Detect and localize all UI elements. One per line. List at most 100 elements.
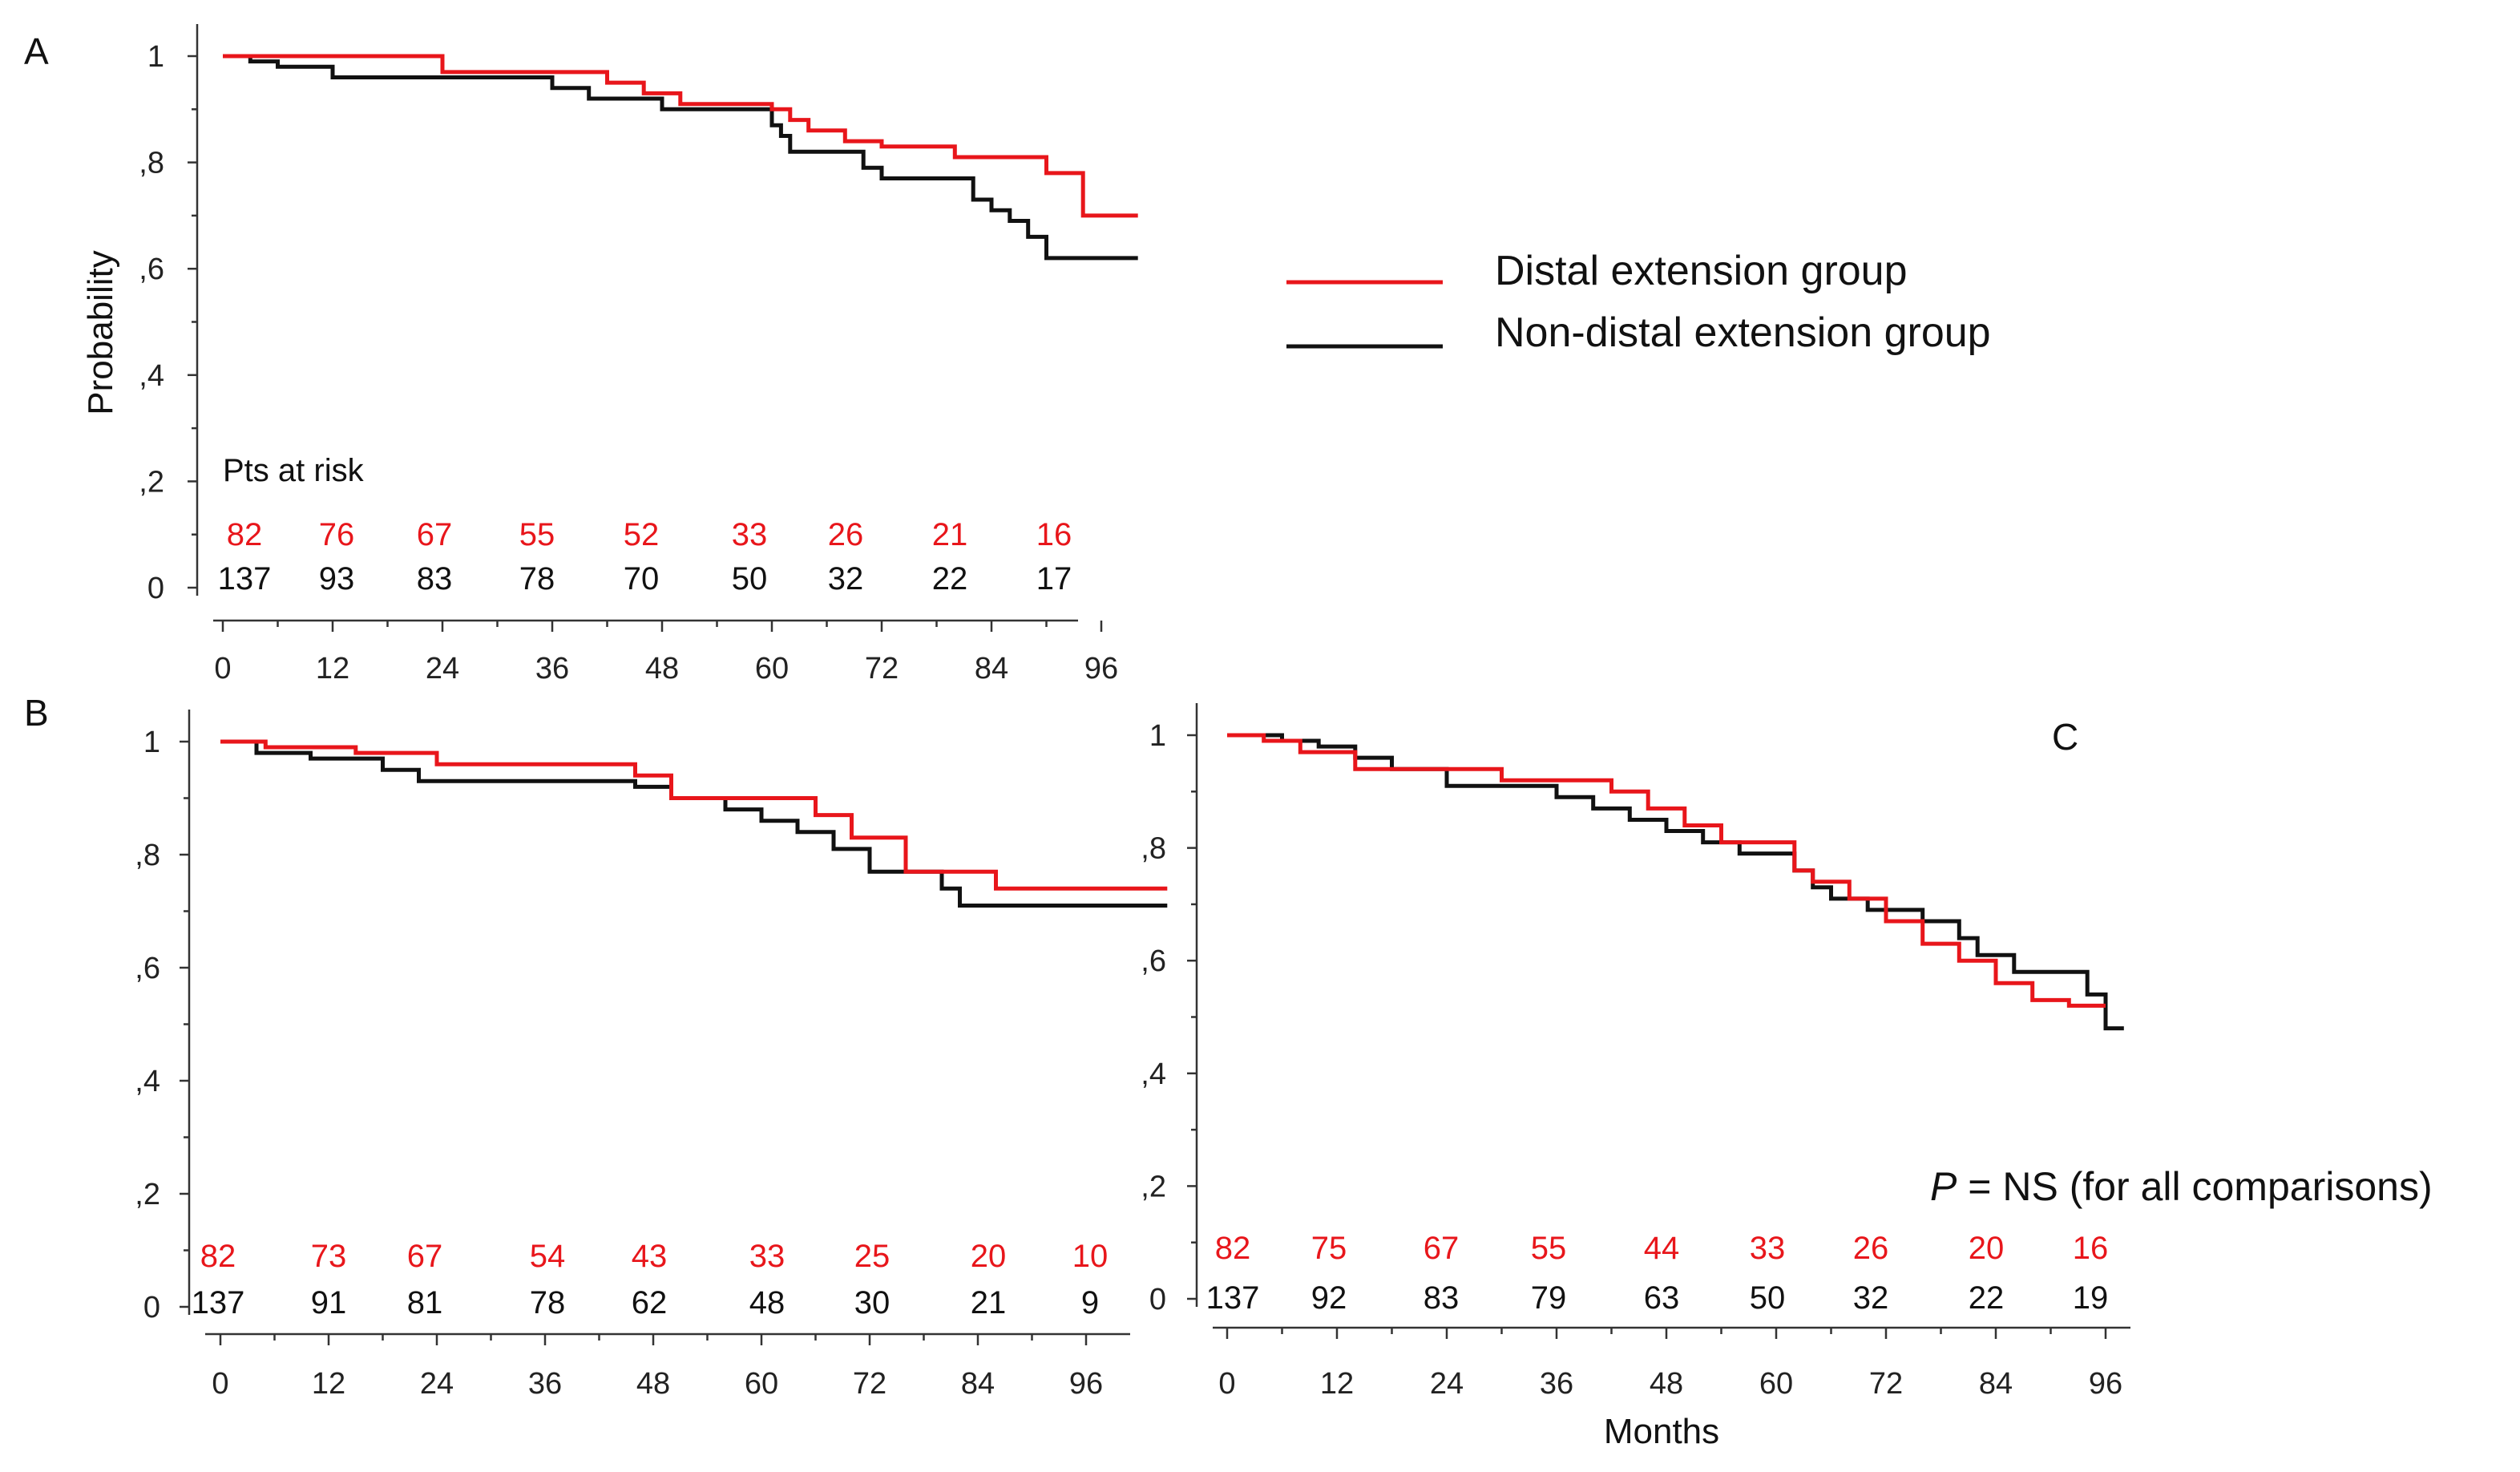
y-tick-label: 1 [1149, 719, 1166, 753]
y-tick-label: ,4 [139, 359, 164, 393]
y-tick-label: ,4 [135, 1065, 160, 1098]
y-tick-label: ,6 [139, 253, 164, 286]
panel-label-a: A [24, 30, 49, 72]
y-tick-label: 1 [143, 726, 160, 759]
km-curve-distal [223, 54, 1138, 218]
y-tick-label: 0 [147, 572, 164, 605]
y-tick-label: ,4 [1141, 1057, 1166, 1091]
y-tick-label: 0 [1149, 1283, 1166, 1316]
at-risk-non-distal: 21 [971, 1285, 1007, 1320]
at-risk-non-distal: 62 [632, 1285, 668, 1320]
at-risk-non-distal: 22 [932, 561, 968, 596]
x-tick-label: 96 [1084, 652, 1118, 685]
at-risk-distal: 10 [1072, 1239, 1109, 1274]
x-tick-label: 72 [853, 1367, 886, 1401]
at-risk-non-distal: 83 [1424, 1280, 1460, 1316]
km-curve-non-distal [223, 54, 1138, 261]
x-axis-title: Months [1604, 1412, 1719, 1451]
x-tick-label: 60 [1759, 1367, 1793, 1401]
at-risk-non-distal: 137 [192, 1285, 245, 1320]
x-tick-label: 12 [312, 1367, 345, 1401]
x-tick-label: 36 [1540, 1367, 1573, 1401]
at-risk-title: Pts at risk [223, 453, 365, 488]
at-risk-distal: 44 [1644, 1231, 1680, 1266]
x-tick-label: 24 [1430, 1367, 1464, 1401]
at-risk-non-distal: 78 [530, 1285, 566, 1320]
at-risk-non-distal: 22 [1969, 1280, 2005, 1316]
at-risk-non-distal: 137 [1206, 1280, 1260, 1316]
legend: Distal extension group Non-distal extens… [1286, 248, 1991, 356]
x-tick-label: 24 [420, 1367, 454, 1401]
at-risk-distal: 21 [932, 517, 968, 552]
at-risk-distal: 16 [1036, 517, 1072, 552]
at-risk-non-distal: 30 [854, 1285, 890, 1320]
at-risk-distal: 82 [200, 1239, 236, 1274]
y-tick-label: ,2 [139, 465, 164, 499]
x-tick-label: 48 [636, 1367, 670, 1401]
x-tick-label: 36 [528, 1367, 562, 1401]
at-risk-distal: 20 [1969, 1231, 2005, 1266]
p-value-text: = NS (for all comparisons) [1957, 1164, 2432, 1209]
at-risk-non-distal: 93 [319, 561, 355, 596]
at-risk-distal: 76 [319, 517, 355, 552]
at-risk-non-distal: 78 [519, 561, 555, 596]
at-risk-non-distal: 92 [1311, 1280, 1347, 1316]
at-risk-distal: 54 [530, 1239, 566, 1274]
legend-distal-label: Distal extension group [1495, 248, 1908, 294]
p-value-symbol: P [1930, 1164, 1957, 1209]
at-risk-distal: 67 [407, 1239, 443, 1274]
x-tick-label: 12 [316, 652, 349, 685]
x-tick-label: 72 [1869, 1367, 1903, 1401]
at-risk-distal: 67 [417, 517, 453, 552]
x-tick-label: 96 [2089, 1367, 2122, 1401]
at-risk-non-distal: 50 [1750, 1280, 1786, 1316]
panel-a: A 0 ,2 ,4 ,6 ,8 1 0 12 24 36 48 60 72 84 96 Pts at risk 8… [24, 24, 1138, 685]
x-tick-label: 48 [1650, 1367, 1683, 1401]
panel-c: C 0 ,2 ,4 ,6 ,8 1 0 12 24 36 48 60 72 84 96 82 75 67 55 44 33… [1141, 703, 2130, 1401]
x-tick-label: 72 [865, 652, 899, 685]
at-risk-distal: 20 [971, 1239, 1007, 1274]
at-risk-distal: 33 [749, 1239, 785, 1274]
at-risk-non-distal: 32 [1853, 1280, 1889, 1316]
x-tick-label: 84 [1979, 1367, 2013, 1401]
at-risk-non-distal: 50 [732, 561, 768, 596]
y-tick-label: 1 [147, 40, 164, 74]
x-tick-label: 84 [975, 652, 1008, 685]
y-tick-label: ,2 [135, 1178, 160, 1211]
x-tick-label: 12 [1320, 1367, 1354, 1401]
legend-non-distal-label: Non-distal extension group [1495, 309, 1991, 356]
at-risk-non-distal: 9 [1081, 1285, 1099, 1320]
y-tick-label: ,6 [135, 952, 160, 985]
km-curve-non-distal [220, 739, 1168, 908]
at-risk-non-distal: 83 [417, 561, 453, 596]
x-tick-label: 60 [755, 652, 789, 685]
at-risk-distal: 33 [1750, 1231, 1786, 1266]
at-risk-non-distal: 81 [407, 1285, 443, 1320]
x-tick-label: 48 [645, 652, 679, 685]
at-risk-distal: 82 [227, 517, 263, 552]
at-risk-non-distal: 19 [2073, 1280, 2109, 1316]
at-risk-distal: 82 [1215, 1231, 1251, 1266]
panel-label-b: B [24, 692, 49, 734]
x-tick-label: 96 [1069, 1367, 1103, 1401]
at-risk-distal: 43 [632, 1239, 668, 1274]
x-tick-label: 60 [745, 1367, 778, 1401]
x-tick-label: 0 [214, 652, 231, 685]
y-tick-label: ,8 [1141, 832, 1166, 866]
x-tick-label: 24 [426, 652, 459, 685]
at-risk-distal: 26 [828, 517, 864, 552]
at-risk-non-distal: 79 [1531, 1280, 1567, 1316]
x-tick-label: 0 [1218, 1367, 1235, 1401]
at-risk-non-distal: 70 [624, 561, 660, 596]
panel-label-c: C [2052, 716, 2078, 758]
at-risk-distal: 73 [311, 1239, 347, 1274]
at-risk-distal: 55 [519, 517, 555, 552]
km-curve-distal [220, 739, 1168, 891]
at-risk-non-distal: 137 [218, 561, 272, 596]
at-risk-distal: 55 [1531, 1231, 1567, 1266]
at-risk-distal: 67 [1424, 1231, 1460, 1266]
y-tick-label: ,8 [139, 147, 164, 180]
at-risk-distal: 25 [854, 1239, 890, 1274]
